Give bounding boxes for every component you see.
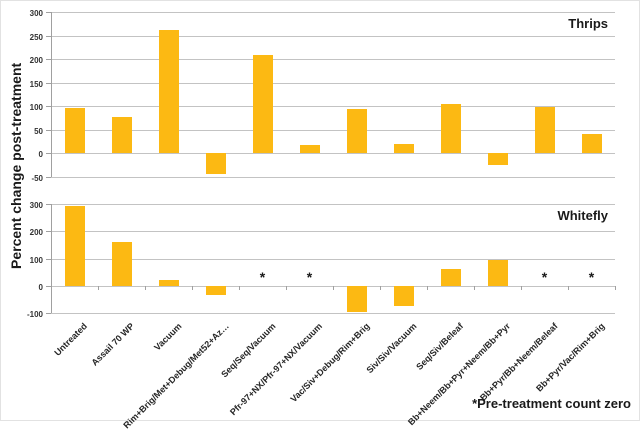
y-tick-label: 300: [29, 9, 43, 18]
gridline: [51, 153, 615, 154]
thrips-bar-5: [299, 144, 320, 154]
gridline: [51, 106, 615, 107]
thrips-bar-9: [487, 153, 508, 165]
thrips-bar-6: [346, 109, 367, 154]
y-tick-label: 150: [29, 80, 43, 89]
category-tick-mark: [474, 285, 475, 290]
y-tick-mark: [46, 231, 51, 232]
whitefly-bar-8: [440, 268, 461, 286]
x-category-label-6: Vac/Siv+Debug/Rim+Brig: [288, 321, 372, 405]
x-category-label-3: Rim+Brig/Met+Debug/Met52+Az…: [121, 321, 231, 430]
x-category-label-0: Untreated: [52, 321, 90, 358]
gridline: [51, 12, 615, 13]
y-axis-line: [51, 12, 52, 177]
category-tick-mark: [427, 285, 428, 290]
y-tick-mark: [46, 259, 51, 260]
gridline: [51, 36, 615, 37]
zero-count-asterisk: *: [259, 268, 266, 285]
gridline: [51, 313, 615, 314]
x-category-label-8: Seq/Siv/Beleaf: [414, 321, 466, 372]
x-category-label-10: Bb+Pyr/Bb+Neem/Beleaf: [477, 321, 560, 403]
category-tick-mark: [333, 285, 334, 290]
y-tick-mark: [46, 204, 51, 205]
panel-title-thrips: Thrips: [568, 16, 608, 31]
y-tick-label: 0: [38, 283, 43, 292]
category-tick-mark: [51, 285, 52, 290]
y-tick-mark: [46, 59, 51, 60]
whitefly-bar-3: [205, 285, 226, 296]
y-tick-mark: [46, 177, 51, 178]
gridline: [51, 259, 615, 260]
y-tick-mark: [46, 106, 51, 107]
y-tick-label: 0: [38, 150, 43, 159]
y-tick-mark: [46, 36, 51, 37]
gridline: [51, 59, 615, 60]
whitefly-panel: Whitefly 300 200 100 0 -100 * * * *: [27, 201, 616, 319]
x-category-label-9: Bb+Neem/Bb+Pyr+Neem/Bb+Pyr: [406, 321, 513, 428]
category-tick-mark: [145, 285, 146, 290]
x-category-label-2: Vacuum: [152, 321, 184, 353]
whitefly-bar-2: [158, 280, 179, 286]
y-tick-mark: [46, 286, 51, 287]
gridline: [51, 204, 615, 205]
gridline: [51, 177, 615, 178]
category-tick-mark: [192, 285, 193, 290]
y-axis-title: Percent change post-treatment: [8, 62, 24, 270]
thrips-bar-2: [158, 30, 179, 154]
whitefly-bar-7: [393, 285, 414, 306]
zero-count-asterisk: *: [541, 268, 548, 285]
category-tick-mark: [380, 285, 381, 290]
thrips-bar-8: [440, 103, 461, 154]
y-tick-label: 100: [29, 103, 43, 112]
whitefly-bar-9: [487, 259, 508, 286]
category-tick-mark: [521, 285, 522, 290]
thrips-bar-10: [534, 107, 555, 154]
footnote-pretreatment-count-zero: *Pre-treatment count zero: [472, 396, 631, 411]
y-tick-label: 50: [34, 127, 43, 136]
y-tick-label: 100: [29, 256, 43, 265]
y-tick-label: 200: [29, 56, 43, 65]
x-category-label-5: Pfr-97+NX/Pfr-97+NX/Vacuum: [228, 321, 325, 418]
y-tick-label: -50: [31, 174, 43, 183]
y-tick-mark: [46, 12, 51, 13]
zero-count-asterisk: *: [306, 268, 313, 285]
y-tick-label: 200: [29, 228, 43, 237]
gridline: [51, 130, 615, 131]
category-tick-mark: [239, 285, 240, 290]
thrips-bar-11: [581, 134, 602, 154]
category-tick-mark: [615, 285, 616, 290]
x-category-label-1: Assail 70 WP: [89, 321, 137, 368]
zero-count-asterisk: *: [588, 268, 595, 285]
y-tick-label: -100: [26, 310, 43, 319]
y-tick-mark: [46, 83, 51, 84]
y-tick-mark: [46, 130, 51, 131]
category-tick-mark: [286, 285, 287, 290]
panel-title-whitefly: Whitefly: [557, 208, 608, 223]
whitefly-bar-0: [64, 205, 85, 286]
thrips-bar-4: [252, 55, 273, 154]
whitefly-bar-1: [111, 242, 132, 286]
x-category-label-7: Siv/Siv/Vacuum: [364, 321, 419, 376]
thrips-panel: Thrips 300 250 200 150 100 50 0 -50: [30, 9, 615, 183]
gridline: [51, 83, 615, 84]
thrips-bar-7: [393, 144, 414, 154]
y-tick-mark: [46, 153, 51, 154]
y-tick-label: 250: [29, 33, 43, 42]
y-tick-label: 300: [29, 201, 43, 210]
thrips-bar-0: [64, 107, 85, 154]
thrips-bar-1: [111, 117, 132, 154]
category-tick-mark: [98, 285, 99, 290]
whitefly-bar-6: [346, 285, 367, 313]
y-tick-mark: [46, 313, 51, 314]
thrips-bar-3: [205, 153, 226, 174]
y-axis-line: [51, 204, 52, 313]
gridline: [51, 231, 615, 232]
category-tick-mark: [568, 285, 569, 290]
